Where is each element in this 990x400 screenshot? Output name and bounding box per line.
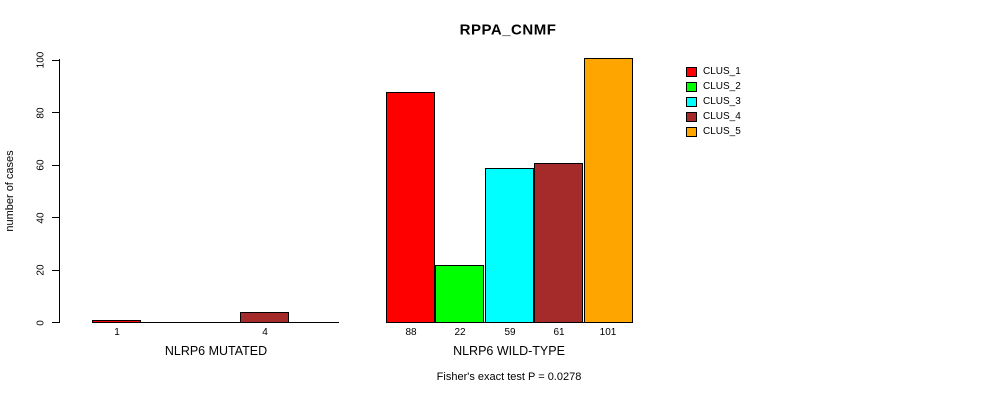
bar-clus_4-nlrp6-mutated <box>240 312 289 323</box>
bar-value-label: 101 <box>599 327 617 338</box>
group-label-nlrp6-wild-type: NLRP6 WILD-TYPE <box>453 344 565 358</box>
bar-value-label: 88 <box>405 327 417 338</box>
legend-swatch-clus_4 <box>686 112 697 122</box>
bar-clus_2-nlrp6-wild-type <box>435 265 484 323</box>
legend-swatch-clus_5 <box>686 127 697 137</box>
legend-swatch-clus_1 <box>686 67 697 77</box>
legend-swatch-clus_2 <box>686 82 697 92</box>
y-tick-mark <box>52 269 59 271</box>
bar-value-label: 61 <box>553 327 565 338</box>
y-tick-mark <box>52 217 59 218</box>
bar-clus_4-nlrp6-wild-type <box>534 163 583 323</box>
y-tick-label: 100 <box>35 51 47 69</box>
legend-label-clus_3: CLUS_3 <box>703 96 741 107</box>
legend-label-clus_2: CLUS_2 <box>703 81 741 92</box>
legend-label-clus_1: CLUS_1 <box>703 66 741 77</box>
y-tick-label: 40 <box>35 211 47 224</box>
bar-value-label: 22 <box>454 327 466 338</box>
y-tick-label: 60 <box>35 159 47 171</box>
bar-clus_3-nlrp6-wild-type <box>485 168 534 323</box>
y-tick-label: 20 <box>35 264 47 276</box>
legend-label-clus_5: CLUS_5 <box>703 126 741 137</box>
y-tick-mark <box>52 322 59 323</box>
y-axis-line <box>59 59 60 323</box>
chart-title: RPPA_CNMF <box>459 21 557 39</box>
y-tick-label: 0 <box>35 319 47 326</box>
y-axis-title: number of cases <box>4 150 16 232</box>
group-baseline-nlrp6-mutated <box>92 322 339 323</box>
bar-clus_1-nlrp6-mutated <box>92 320 141 323</box>
bar-clus_5-nlrp6-wild-type <box>584 58 633 323</box>
legend-swatch-clus_3 <box>686 97 697 107</box>
y-tick-mark <box>52 59 59 61</box>
y-tick-label: 80 <box>35 106 47 119</box>
legend-label-clus_4: CLUS_4 <box>703 111 741 122</box>
y-tick-mark <box>52 112 59 113</box>
bar-value-label: 59 <box>504 327 516 338</box>
group-label-nlrp6-mutated: NLRP6 MUTATED <box>164 344 268 358</box>
bar-value-label: 1 <box>114 327 120 338</box>
fisher-test-annotation: Fisher's exact test P = 0.0278 <box>436 371 582 383</box>
bar-value-label: 4 <box>262 327 268 338</box>
bar-clus_1-nlrp6-wild-type <box>386 92 435 323</box>
y-tick-mark <box>52 164 59 166</box>
